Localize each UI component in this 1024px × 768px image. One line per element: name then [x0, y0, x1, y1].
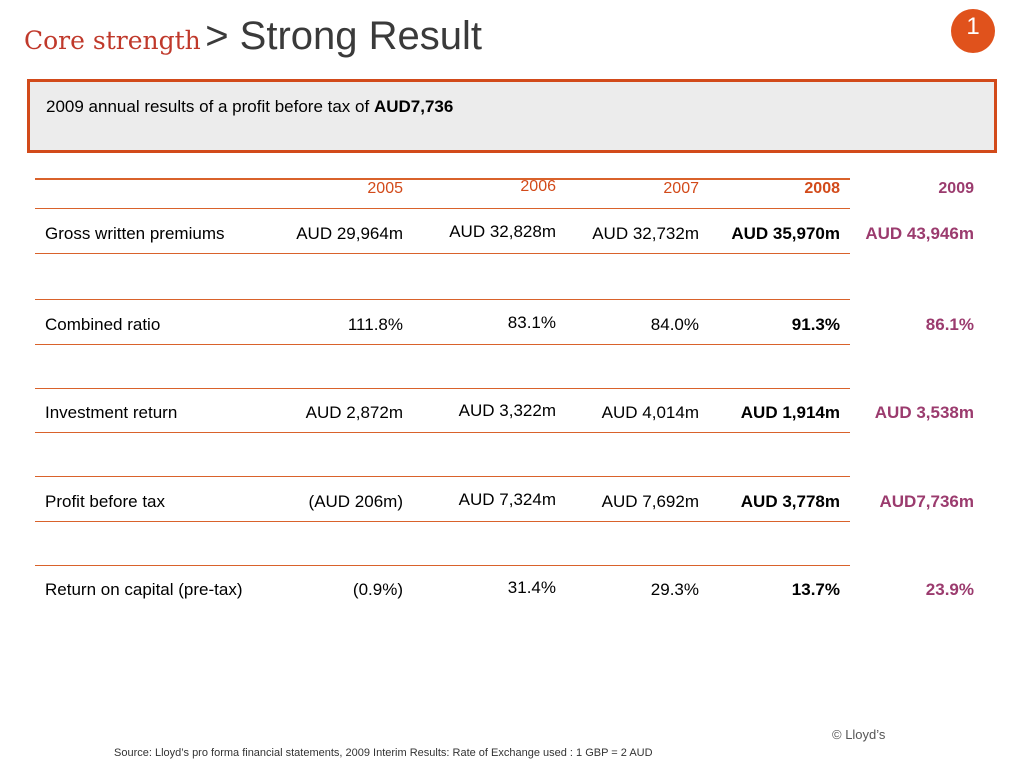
table-cell: 83.1% [507, 313, 556, 332]
table-rule [35, 344, 850, 345]
table-rule [35, 565, 850, 566]
table-cell: AUD7,736m [879, 492, 975, 511]
page-number-badge: 1 [951, 9, 995, 53]
table-cell: AUD 29,964m [296, 224, 403, 243]
table-cell: AUD 1,914m [740, 403, 840, 422]
year-header-2009: 2009 [938, 180, 974, 197]
table-cell: 23.9% [925, 580, 974, 599]
table-cell: AUD 43,946m [865, 224, 974, 243]
summary-callout: 2009 annual results of a profit before t… [27, 79, 997, 153]
table-cell: AUD 4,014m [601, 403, 699, 422]
callout-text: 2009 annual results of a profit before t… [46, 97, 453, 117]
source-note: Source: Lloyd’s pro forma financial stat… [114, 747, 653, 759]
table-rule [35, 521, 850, 522]
table-rule [35, 208, 850, 209]
table-top-rule [35, 178, 850, 180]
table-rule [35, 253, 850, 254]
table-cell: AUD 7,692m [601, 492, 699, 511]
table-cell: 86.1% [925, 315, 974, 334]
callout-highlight: AUD7,736 [373, 97, 454, 116]
slide-title: Core strength > Strong Result [24, 14, 482, 59]
callout-lead: 2009 annual results of a profit before t… [46, 97, 374, 116]
table-rule [35, 299, 850, 300]
table-cell: 31.4% [507, 578, 556, 597]
table-cell: (0.9%) [352, 580, 403, 599]
table-cell: AUD 3,778m [740, 492, 840, 511]
year-header-2005: 2005 [367, 180, 403, 197]
table-cell: AUD 35,970m [731, 224, 840, 243]
copyright-notice: © Lloyd’s [832, 727, 886, 742]
table-cell: AUD 3,322m [458, 401, 556, 420]
table-cell: (AUD 206m) [308, 492, 403, 511]
table-cell: AUD 2,872m [305, 403, 403, 422]
year-header-2008: 2008 [804, 180, 840, 197]
table-rule [35, 476, 850, 477]
row-label-return-on-capital: Return on capital (pre-tax) [45, 580, 243, 599]
table-cell: 29.3% [650, 580, 699, 599]
table-cell: AUD 32,732m [592, 224, 699, 243]
title-main: > Strong Result [205, 14, 483, 58]
table-rule [35, 432, 850, 433]
table-cell: AUD 3,538m [874, 403, 974, 422]
year-header-2006: 2006 [520, 178, 556, 195]
row-label-gross-written-premiums: Gross written premiums [45, 224, 225, 243]
title-prefix: Core strength [24, 26, 201, 55]
table-cell: AUD 32,828m [449, 222, 556, 241]
table-cell: AUD 7,324m [458, 490, 556, 509]
row-label-investment-return: Investment return [45, 403, 178, 422]
table-cell: 91.3% [791, 315, 840, 334]
row-label-profit-before-tax: Profit before tax [45, 492, 166, 511]
table-cell: 111.8% [347, 315, 403, 334]
table-rule [35, 388, 850, 389]
row-label-combined-ratio: Combined ratio [45, 315, 161, 334]
table-cell: 84.0% [650, 315, 699, 334]
table-cell: 13.7% [791, 580, 840, 599]
year-header-2007: 2007 [663, 180, 699, 197]
